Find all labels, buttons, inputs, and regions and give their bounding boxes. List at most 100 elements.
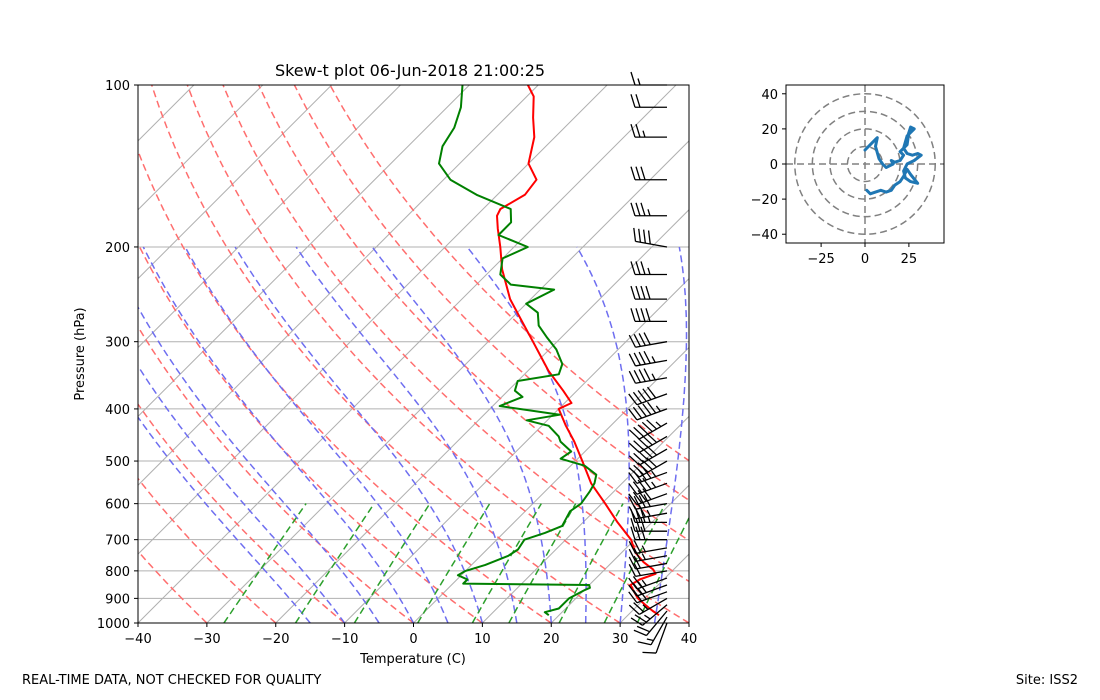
y-axis-ticks: 1000 900 800 700 600 500 400 300 200 100 xyxy=(97,79,138,632)
wind-barb-flag xyxy=(628,393,638,406)
wind-barb-half-flag xyxy=(641,545,646,552)
mixing-ratio-line xyxy=(558,503,624,623)
wind-barb-flag xyxy=(633,227,637,242)
isotherm-line xyxy=(619,553,689,623)
wind-barb xyxy=(630,166,667,181)
hodograph-y-tick-label: 20 xyxy=(761,123,778,138)
wind-barb-flag xyxy=(633,629,647,637)
y-tick-label: 800 xyxy=(105,565,130,580)
wind-barb-staff xyxy=(655,622,668,654)
wind-barb-flag xyxy=(633,369,641,383)
wind-barb-flag xyxy=(628,556,637,570)
wind-barb-flag xyxy=(635,285,641,300)
wind-barb-staff xyxy=(636,482,668,495)
wind-barb-flag xyxy=(630,123,636,138)
isotherm-line xyxy=(138,85,608,555)
hodograph-ticks: −25 0 25 −40 −20 0 20 40 xyxy=(751,88,918,267)
wind-barb xyxy=(628,332,668,348)
wind-barb-flag xyxy=(635,166,641,180)
x-tick-label: 30 xyxy=(612,632,629,647)
pressure-gridlines xyxy=(138,85,689,623)
wind-barb-flag xyxy=(637,641,652,646)
wind-barb-half-flag xyxy=(641,553,646,560)
wind-barb-flag xyxy=(628,442,640,453)
wind-barb-flag xyxy=(633,333,641,347)
x-axis-ticks: −40 −30 −20 −10 0 10 20 30 40 xyxy=(124,623,697,647)
moist-adiabat-line xyxy=(234,246,484,623)
wind-barb-flag xyxy=(628,548,637,562)
wind-barb-flag xyxy=(628,493,638,506)
wind-barb xyxy=(628,555,668,570)
wind-barb-flag xyxy=(635,526,641,540)
hodograph-x-tick-label: 25 xyxy=(901,252,918,267)
wind-barb-flag xyxy=(630,261,636,275)
hodograph-y-tick-label: 40 xyxy=(761,88,778,103)
wind-barb-flag xyxy=(638,369,646,382)
wind-barb-flag xyxy=(641,421,653,433)
wind-barb-flag xyxy=(628,370,637,384)
moist-adiabat-line xyxy=(576,246,630,623)
wind-barb xyxy=(628,467,668,485)
wind-barb-half-flag xyxy=(651,470,657,477)
mixing-ratio-line xyxy=(294,503,375,623)
wind-barb xyxy=(630,526,667,541)
x-tick-label: 10 xyxy=(474,632,491,647)
wind-barb-half-flag xyxy=(642,604,649,610)
site-label: Site: ISS2 xyxy=(1015,673,1078,688)
wind-barb-staff xyxy=(636,591,668,604)
quality-disclaimer: REAL-TIME DATA, NOT CHECKED FOR QUALITY xyxy=(22,673,322,688)
wind-barb-staff xyxy=(638,435,668,453)
wind-barb-flag xyxy=(640,308,646,322)
wind-barb-staff xyxy=(645,610,668,636)
wind-barb-flag xyxy=(646,419,658,430)
wind-barb-flag xyxy=(628,506,637,520)
wind-barb-flag xyxy=(628,577,638,590)
wind-barb-flag xyxy=(635,94,641,108)
wind-barb-staff xyxy=(635,570,668,578)
x-tick-label: −40 xyxy=(124,632,151,647)
wind-barb-staff xyxy=(635,359,668,367)
wind-barb-staff xyxy=(650,616,668,646)
moist-adiabat-lines xyxy=(138,246,688,623)
dry-adiabat-line xyxy=(138,477,277,623)
wind-barb xyxy=(630,517,667,532)
wind-barb-staff xyxy=(638,597,668,615)
wind-barb-flag xyxy=(635,308,641,322)
wind-barb-flag xyxy=(637,437,649,448)
wind-barb-flag xyxy=(638,228,642,243)
isotherm-line xyxy=(344,277,689,623)
wind-barb-flag xyxy=(638,351,646,365)
y-tick-label: 400 xyxy=(105,403,130,418)
wind-barb xyxy=(630,604,668,626)
mixing-ratio-line xyxy=(223,503,307,623)
wind-barb-flag xyxy=(647,386,657,399)
y-tick-label: 700 xyxy=(105,534,130,549)
wind-barbs xyxy=(628,71,668,654)
isotherm-lines xyxy=(138,85,689,623)
wind-barb-flag xyxy=(640,517,646,532)
wind-barb xyxy=(628,597,668,615)
wind-barb-flag xyxy=(633,426,645,438)
isotherm-line xyxy=(275,209,689,623)
wind-barb-flag xyxy=(635,517,641,532)
wind-barb-flag xyxy=(646,432,658,443)
dry-adiabat-line xyxy=(293,85,689,502)
wind-barb-flag xyxy=(642,388,652,401)
wind-barb-flag xyxy=(628,564,637,577)
wind-barb xyxy=(628,477,668,495)
moist-adiabat-line xyxy=(184,246,449,623)
y-tick-label: 600 xyxy=(105,498,130,513)
wind-barb-flag xyxy=(633,352,641,366)
isotherm-line xyxy=(138,85,264,211)
wind-barb-flag xyxy=(628,334,637,348)
wind-barb-flag xyxy=(628,467,640,478)
x-tick-label: 0 xyxy=(409,632,417,647)
wind-barb-flag xyxy=(635,261,641,275)
wind-barb-flag xyxy=(628,483,638,495)
wind-barb-staff xyxy=(638,460,668,478)
isotherm-line xyxy=(138,85,677,623)
wind-barb-flag xyxy=(635,123,641,138)
wind-barb xyxy=(628,386,668,406)
wind-barb xyxy=(630,71,667,86)
